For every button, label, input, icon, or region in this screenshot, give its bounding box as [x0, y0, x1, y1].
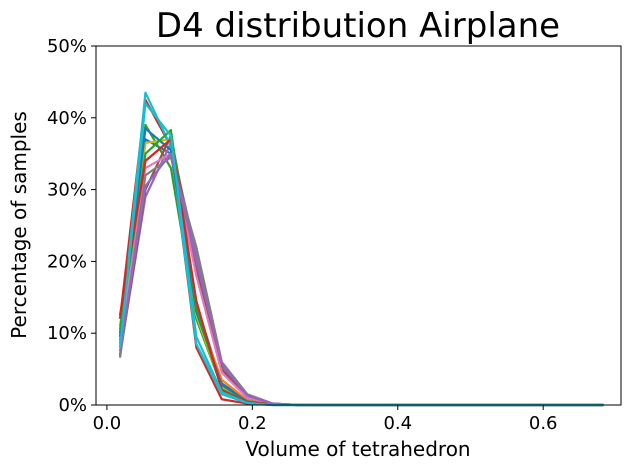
x-axis-label: Volume of tetrahedron — [245, 437, 470, 461]
y-tick-label: 30% — [47, 180, 87, 201]
y-axis-label: Percentage of samples — [7, 111, 31, 339]
x-tick-label: 0.4 — [383, 413, 412, 434]
series-line-13 — [118, 138, 604, 407]
series-line-3 — [118, 123, 604, 407]
series-lines — [118, 91, 604, 407]
y-tick-label: 50% — [47, 36, 87, 57]
y-tick-label: 0% — [58, 395, 87, 416]
plot-frame — [95, 45, 622, 406]
y-axis-ticks: 0% 10% 20% 30% 40% 50% — [47, 36, 96, 416]
x-tick-label: 0.0 — [93, 413, 122, 434]
x-axis-ticks: 0.0 0.2 0.4 0.6 — [93, 405, 558, 434]
y-tick-label: 40% — [47, 108, 87, 129]
series-line-12 — [118, 128, 604, 407]
x-tick-label: 0.6 — [529, 413, 558, 434]
series-line-11 — [118, 127, 604, 407]
x-tick-label: 0.2 — [238, 413, 267, 434]
y-tick-label: 20% — [47, 251, 87, 272]
y-tick-label: 10% — [47, 323, 87, 344]
chart-title: D4 distribution Airplane — [156, 6, 560, 46]
